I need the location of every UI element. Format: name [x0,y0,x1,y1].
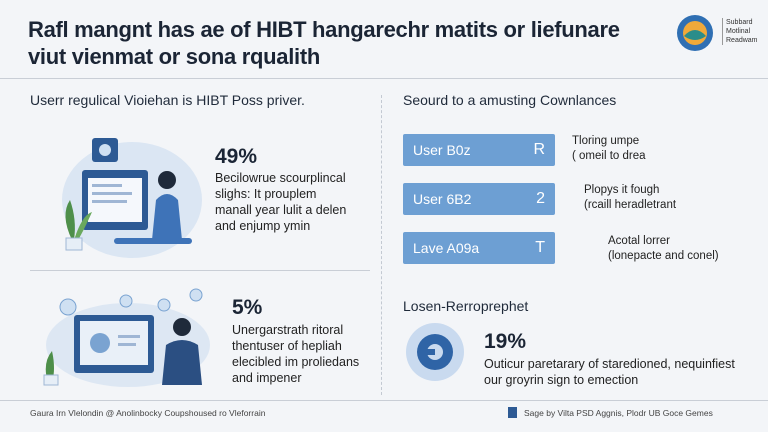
logo-line: Readwam [726,37,758,44]
row-letter: R [533,141,545,158]
divider [30,270,370,271]
stat-line: Outicur paretarary of staredioned, nequi… [484,357,735,371]
stat-value: 19% [484,330,527,353]
logo [677,15,713,51]
stat-line: Unergarstrath ritoral [232,323,344,337]
logo-text: Subbard Motlinal Readwam [722,18,758,45]
row-text: Plopys it fough (rcaill heradletrant [584,183,676,213]
row-letter: T [535,239,545,256]
row-line: (rcaill heradletrant [584,199,677,211]
footer-text: Gaura Irn Vlelondin @ Anolinbocky Coupsh… [30,408,266,418]
illustration [43,288,210,387]
stat-line: slighs: It prouplem [215,187,317,201]
row-label: User B0z [413,142,471,158]
row-letter: 2 [536,190,545,207]
row-text: Tloring umpe ( omeil to drea [572,134,646,164]
stat-line: elecibled im proliedans [232,355,360,369]
stat-text: Becilowrue scourplincal slighs: It proup… [215,170,346,234]
row-bar: User B0z R [403,134,555,166]
section-heading: Seourd to a amusting Cownlances [403,92,617,108]
row-line: Tloring umpe [572,135,640,147]
stat-line: Becilowrue scourplincal [215,171,346,185]
row-line: Plopys it fough [584,184,660,196]
row-label: User 6B2 [413,191,472,207]
section-heading: Userr regulical Vioiehan is HIBT Poss pr… [30,92,305,108]
stat-line: thentuser of hepliah [232,339,342,353]
logo-line: Subbard [726,19,753,26]
title-line: Rafl mangnt has ae of HIBT hangarechr ma… [28,17,620,42]
row-text: Acotal lorrer (lonepacte and conel) [608,234,719,264]
title: Rafl mangnt has ae of HIBT hangarechr ma… [28,16,620,70]
illustration [62,138,202,258]
row-label: Lave A09a [413,240,480,256]
divider [0,78,768,79]
title-line: viut vienmat or sona rqualith [28,44,321,69]
stat-value: 5% [232,296,263,319]
footer-icon [508,407,517,418]
row-line: (lonepacte and conel) [608,250,719,262]
stat-line: and enjump ymin [215,219,311,233]
divider [381,95,382,395]
footer-text: Sage by Vilta PSD Aggnis, Plodr UB Goce … [524,408,713,418]
row-bar: Lave A09a T [403,232,555,264]
logo-line: Motlinal [726,28,751,35]
icon [406,323,464,381]
stat-line: our groyrin sign to emection [484,373,639,387]
stat-line: and impener [232,371,302,385]
stat-value: 49% [215,145,258,168]
stat-line: manall year lulit a delen [215,203,347,217]
stat-text: Outicur paretarary of staredioned, nequi… [484,356,735,388]
row-bar: User 6B2 2 [403,183,555,215]
stat-text: Unergarstrath ritoral thentuser of hepli… [232,322,359,386]
divider [0,400,768,401]
row-line: Acotal lorrer [608,235,670,247]
section-heading: Losen-Rerroprephet [403,298,529,314]
row-line: ( omeil to drea [572,150,646,162]
